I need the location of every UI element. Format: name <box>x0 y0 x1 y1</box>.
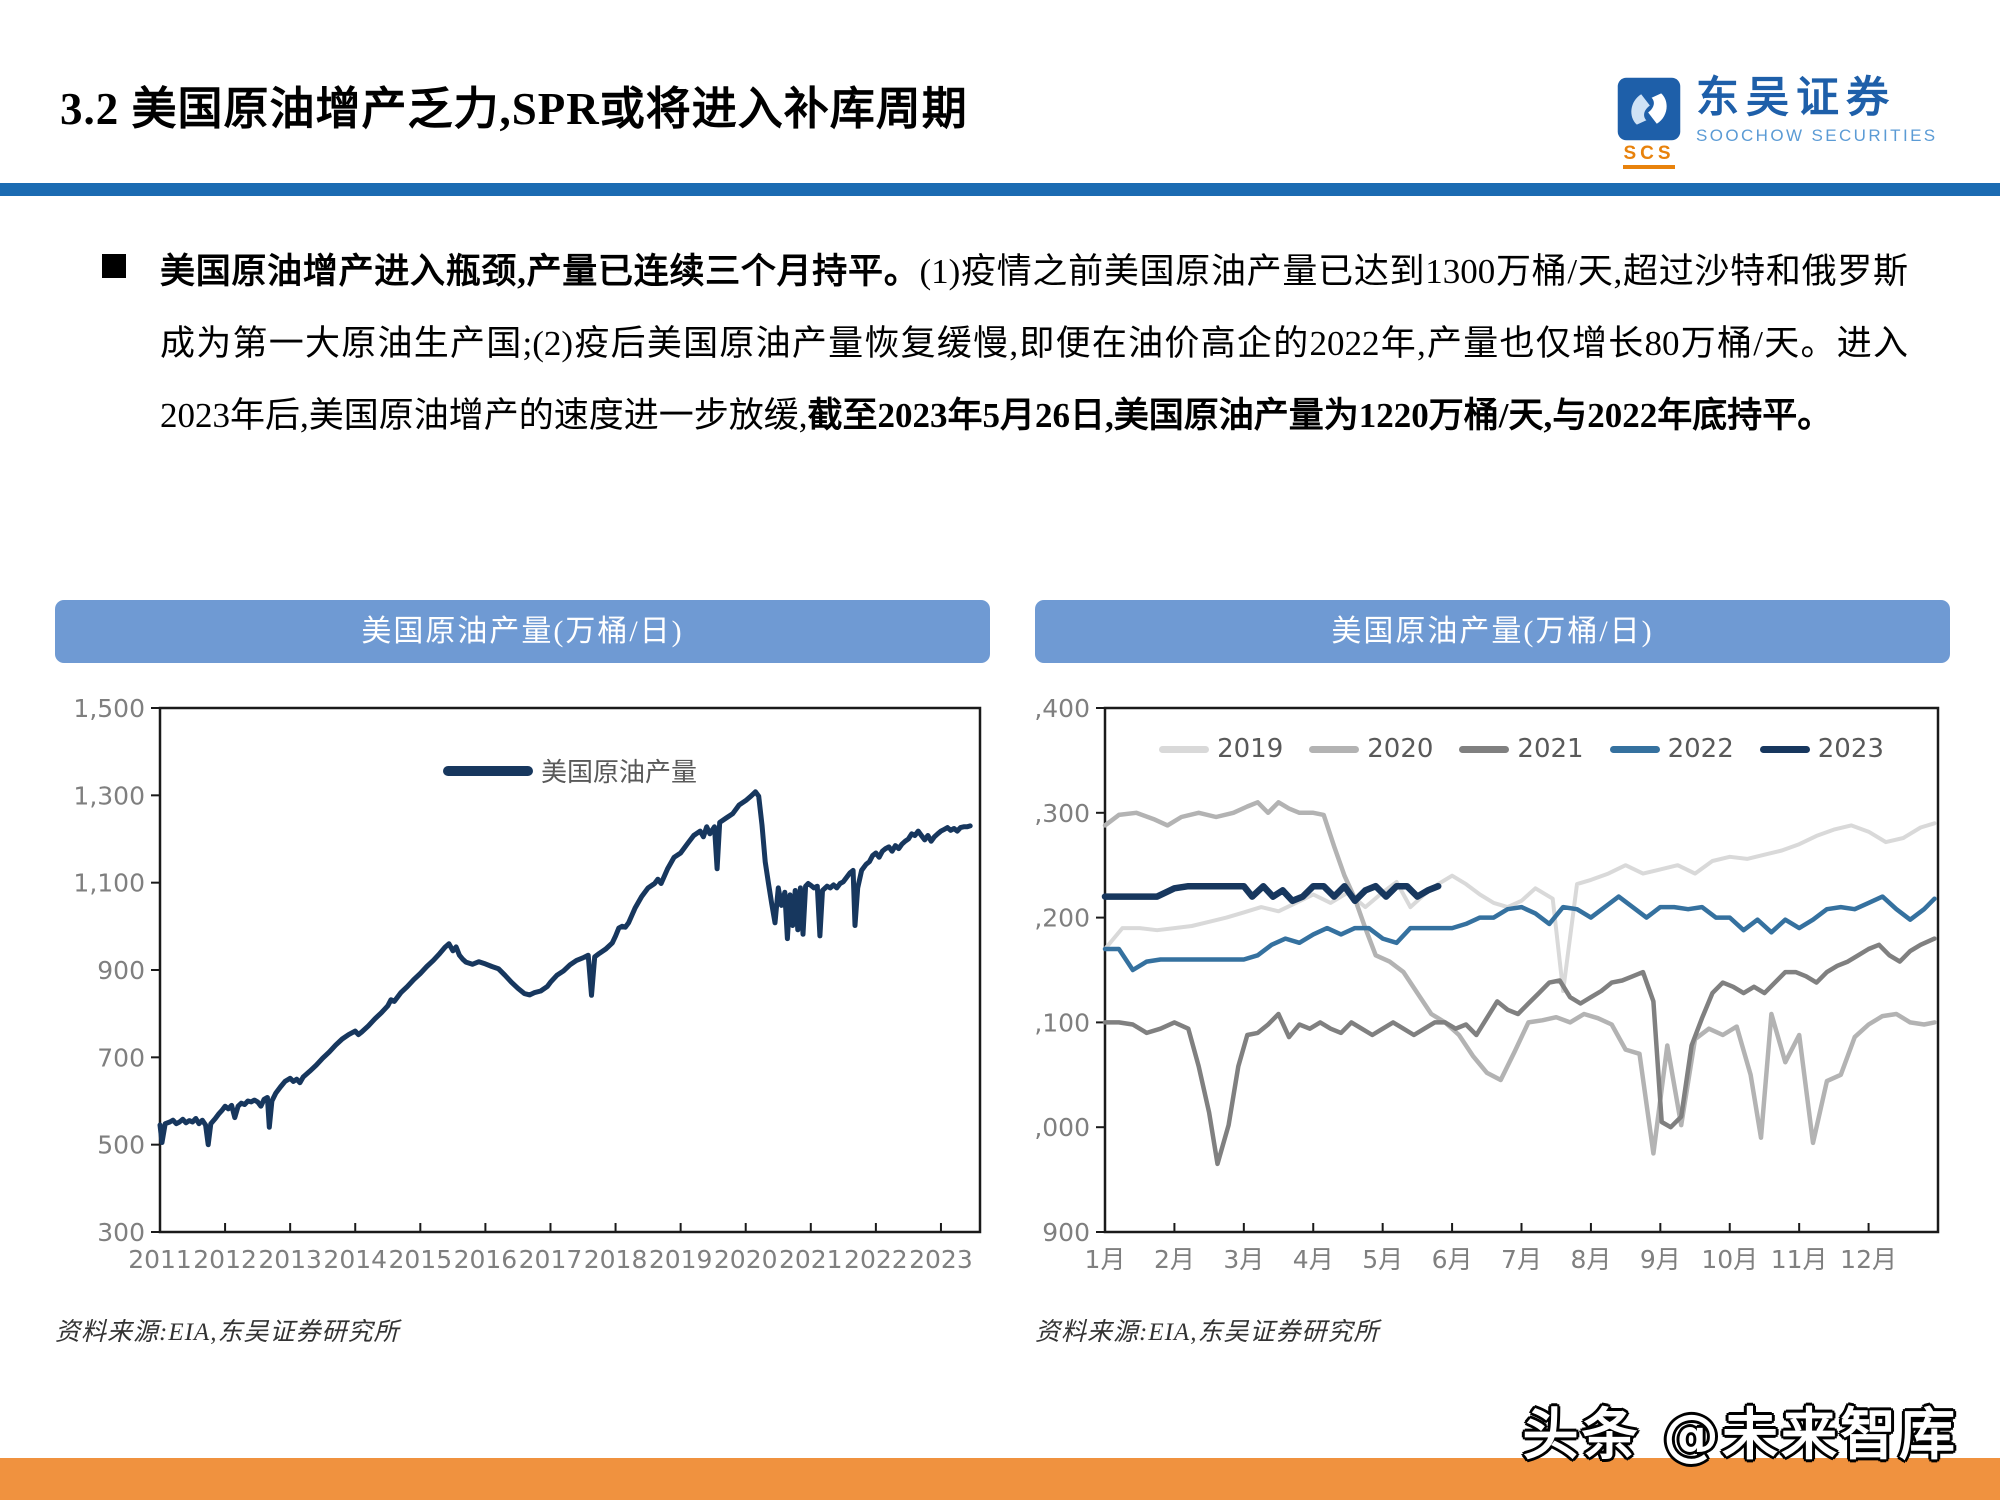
svg-text:900: 900 <box>97 956 145 985</box>
svg-text:2016: 2016 <box>454 1245 518 1274</box>
logo-brand-en: SOOCHOW SECURITIES <box>1696 126 1938 146</box>
svg-text:1,300: 1,300 <box>1035 799 1090 828</box>
svg-text:1,100: 1,100 <box>73 869 145 898</box>
svg-text:9月: 9月 <box>1640 1245 1681 1274</box>
svg-text:2019: 2019 <box>649 1245 713 1274</box>
footer-accent-bar <box>0 1458 2000 1500</box>
svg-text:4月: 4月 <box>1293 1245 1334 1274</box>
legend-label: 美国原油产量 <box>540 758 697 788</box>
svg-text:2012: 2012 <box>193 1245 257 1274</box>
svg-text:1,500: 1,500 <box>73 694 145 723</box>
svg-text:11月: 11月 <box>1771 1245 1828 1274</box>
svg-text:12月: 12月 <box>1840 1245 1897 1274</box>
legend-label: 2022 <box>1667 734 1734 764</box>
svg-text:5月: 5月 <box>1362 1245 1403 1274</box>
svg-text:1,200: 1,200 <box>1035 904 1090 933</box>
legend-label: 2020 <box>1367 734 1434 764</box>
svg-text:1,400: 1,400 <box>1035 694 1090 723</box>
legend-swatch <box>1159 745 1210 753</box>
svg-text:2020: 2020 <box>714 1245 778 1274</box>
legend-label: 2023 <box>1817 734 1884 764</box>
svg-text:300: 300 <box>97 1218 145 1247</box>
svg-text:2018: 2018 <box>584 1245 648 1274</box>
body-block: 美国原油增产进入瓶颈,产量已连续三个月持平。(1)疫情之前美国原油产量已达到13… <box>100 236 1908 452</box>
svg-text:1,100: 1,100 <box>1035 1008 1090 1037</box>
legend-swatch <box>1309 745 1360 753</box>
logo-text: 东吴证券 SOOCHOW SECURITIES <box>1696 74 1938 146</box>
bullet-marker <box>102 254 126 278</box>
svg-text:700: 700 <box>97 1043 145 1072</box>
svg-text:6月: 6月 <box>1432 1245 1473 1274</box>
chart-panel-right: 美国原油产量(万桶/日) 1,400 1,300 1,200 1,100 1,000 90… <box>1035 600 1950 1348</box>
legend-entry-2022: 2022 <box>1609 734 1734 764</box>
header-divider <box>0 183 2000 196</box>
legend-label: 2019 <box>1217 734 1284 764</box>
legend-entry-2020: 2020 <box>1309 734 1433 764</box>
page-title: 3.2 美国原油增产乏力,SPR或将进入补库周期 <box>60 84 968 134</box>
svg-text:2015: 2015 <box>389 1245 453 1274</box>
svg-text:900: 900 <box>1042 1218 1090 1247</box>
svg-text:8月: 8月 <box>1570 1245 1611 1274</box>
logo-mark-wrap: SCS <box>1616 76 1682 169</box>
svg-text:2011: 2011 <box>128 1245 192 1274</box>
legend-entry-2021: 2021 <box>1459 734 1584 764</box>
svg-text:2023: 2023 <box>909 1245 973 1274</box>
logo-brand-cn: 东吴证券 <box>1696 74 1896 122</box>
svg-text:10月: 10月 <box>1701 1245 1758 1274</box>
legend-swatch <box>442 765 533 776</box>
svg-text:2014: 2014 <box>323 1245 387 1274</box>
svg-text:1,000: 1,000 <box>1035 1113 1090 1142</box>
chart-panel-left: 美国原油产量(万桶/日) 1,500 1,300 1,100 900 700 500 300… <box>55 600 990 1348</box>
legend-entry-2023: 2023 <box>1759 734 1884 764</box>
logo-scs-text: SCS <box>1623 143 1675 169</box>
svg-text:3月: 3月 <box>1223 1245 1264 1274</box>
chart-title-left: 美国原油产量(万桶/日) <box>55 600 990 663</box>
soochow-logo: SCS 东吴证券 SOOCHOW SECURITIES <box>1616 74 1938 169</box>
source-note-right: 资料来源:EIA,东吴证券研究所 <box>1035 1319 1380 1346</box>
svg-text:1,300: 1,300 <box>73 781 145 810</box>
soochow-logo-mark-icon <box>1617 77 1681 141</box>
svg-text:7月: 7月 <box>1501 1245 1542 1274</box>
legend-entry-2019: 2019 <box>1159 734 1283 764</box>
watermark: 头条 @未来智库 <box>1522 1403 1958 1468</box>
svg-text:2月: 2月 <box>1154 1245 1195 1274</box>
body-paragraph: 美国原油增产进入瓶颈,产量已连续三个月持平。(1)疫情之前美国原油产量已达到13… <box>160 252 1908 435</box>
legend-entry-美国原油产量: 美国原油产量 <box>442 752 697 789</box>
legend-swatch <box>1759 745 1810 753</box>
source-note-left: 资料来源:EIA,东吴证券研究所 <box>55 1319 400 1346</box>
svg-text:2022: 2022 <box>844 1245 908 1274</box>
svg-text:500: 500 <box>97 1131 145 1160</box>
chart-legend-left: 美国原油产量 <box>160 752 980 789</box>
legend-swatch <box>1609 745 1660 753</box>
chart-title-right: 美国原油产量(万桶/日) <box>1035 600 1950 663</box>
svg-text:2013: 2013 <box>258 1245 322 1274</box>
svg-text:2017: 2017 <box>519 1245 583 1274</box>
svg-text:2021: 2021 <box>779 1245 843 1274</box>
svg-text:1月: 1月 <box>1085 1245 1126 1274</box>
legend-label: 2021 <box>1517 734 1584 764</box>
chart-wrap-left: 1,500 1,300 1,100 900 700 500 300 2011 2012 2013 2… <box>55 690 990 1290</box>
legend-swatch <box>1459 745 1510 753</box>
chart-legend-right: 2019 2020 2021 2022 2023 <box>1105 734 1938 764</box>
